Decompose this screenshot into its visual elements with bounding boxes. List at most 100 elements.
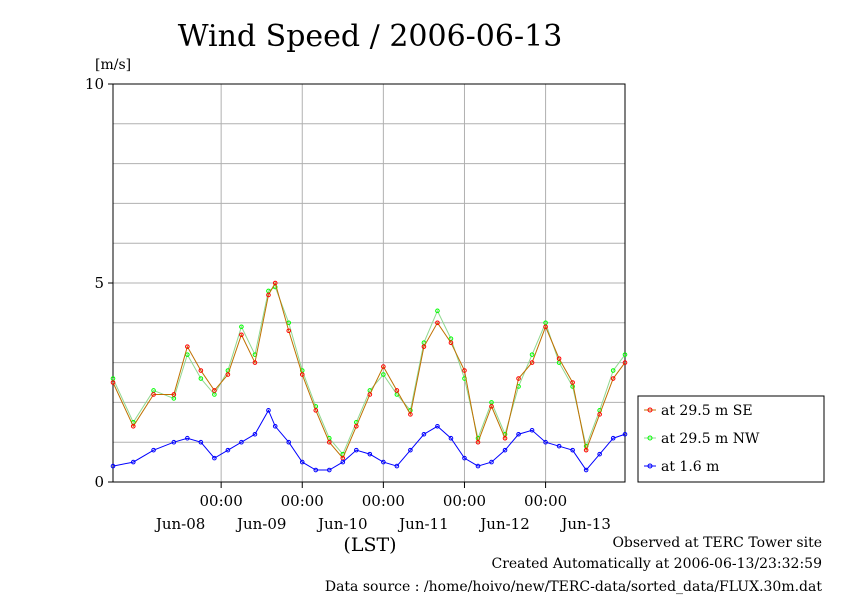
series-point xyxy=(367,451,373,457)
series-point xyxy=(556,356,562,361)
y-tick-label: 10 xyxy=(85,75,104,93)
series-point xyxy=(367,392,373,397)
series-point xyxy=(381,459,386,465)
series-point xyxy=(570,380,575,385)
series-point xyxy=(381,372,386,377)
series-point xyxy=(622,360,628,365)
series-point xyxy=(570,447,575,453)
series-point xyxy=(299,459,305,465)
series-point xyxy=(583,467,589,473)
series-point xyxy=(516,376,521,381)
series-point xyxy=(462,368,467,373)
y-axis-ticks: 0 5 10 xyxy=(85,75,113,491)
series-point xyxy=(597,451,602,457)
series-point xyxy=(198,376,204,381)
y-axis-unit: [m/s] xyxy=(95,57,131,73)
series-line xyxy=(112,286,626,456)
series-point xyxy=(272,280,278,286)
series-point xyxy=(556,443,562,449)
series-point xyxy=(475,439,481,445)
series-point xyxy=(326,467,332,473)
x-date-label: Jun-09 xyxy=(235,515,287,533)
series-point xyxy=(266,292,271,298)
series-point xyxy=(239,324,244,330)
series-point xyxy=(610,435,616,441)
series-point xyxy=(448,435,454,441)
x-time-tick-label: 00:00 xyxy=(362,492,405,510)
series-point xyxy=(529,427,535,433)
series-point xyxy=(529,360,535,365)
series-point xyxy=(313,467,319,473)
series-2 xyxy=(110,408,628,473)
y-tick-label: 0 xyxy=(94,473,104,491)
series-point xyxy=(212,455,217,461)
series-point xyxy=(266,408,271,413)
series-point xyxy=(421,431,427,437)
series-point xyxy=(340,459,346,465)
series-point xyxy=(489,459,494,465)
series-point xyxy=(408,412,413,417)
series-point xyxy=(130,423,136,429)
x-time-tick-label: 00:00 xyxy=(443,492,486,510)
series-point xyxy=(286,439,292,445)
series-point xyxy=(489,404,494,409)
series-point xyxy=(516,431,521,437)
series-1 xyxy=(110,284,628,457)
series-point xyxy=(462,455,467,461)
series-point xyxy=(502,447,508,453)
legend-label: at 1.6 m xyxy=(661,459,719,475)
footer-data-source: Data source : /home/hoivo/new/TERC-data/… xyxy=(324,579,822,595)
series-point xyxy=(252,431,258,437)
footer-observed: Observed at TERC Tower site xyxy=(612,535,822,551)
footer-created: Created Automatically at 2006-06-13/23:3… xyxy=(491,556,822,572)
series-point xyxy=(475,463,481,469)
series-point xyxy=(354,447,359,453)
series-point xyxy=(313,408,319,413)
series-point xyxy=(198,439,204,445)
series-point xyxy=(408,447,413,453)
series-point xyxy=(354,423,359,429)
series-point xyxy=(610,376,616,381)
series-point xyxy=(394,388,400,393)
series-point xyxy=(502,435,508,441)
x-date-label: Jun-11 xyxy=(397,515,449,533)
legend: at 29.5 m SE at 29.5 m NW at 1.6 m xyxy=(637,395,825,483)
series-line xyxy=(112,281,626,460)
series-point xyxy=(583,447,589,453)
series-point xyxy=(543,439,548,445)
series-point xyxy=(225,447,231,453)
series-point xyxy=(110,463,116,469)
series-point xyxy=(622,352,628,357)
series-point xyxy=(610,368,616,373)
series-point xyxy=(529,352,535,357)
legend-swatch-marker xyxy=(647,463,653,469)
series-point xyxy=(543,324,548,330)
legend-box xyxy=(637,395,825,483)
series-point xyxy=(252,360,258,365)
legend-label: at 29.5 m SE xyxy=(661,403,753,419)
series-point xyxy=(421,344,427,349)
series-layer xyxy=(110,280,628,473)
series-point xyxy=(225,372,231,377)
legend-swatch-marker xyxy=(647,407,653,413)
series-point xyxy=(212,388,217,393)
series-point xyxy=(597,412,602,417)
series-point xyxy=(622,431,628,437)
series-point xyxy=(299,372,305,377)
legend-label: at 29.5 m NW xyxy=(661,431,760,447)
series-point xyxy=(381,364,386,369)
series-point xyxy=(272,423,278,429)
series-point xyxy=(239,439,244,445)
series-point xyxy=(171,392,177,397)
chart-title: Wind Speed / 2006-06-13 xyxy=(178,19,563,54)
series-point xyxy=(239,332,244,338)
series-point xyxy=(151,447,156,453)
x-date-label: Jun-13 xyxy=(559,515,611,533)
series-point xyxy=(448,340,454,346)
x-date-label: Jun-10 xyxy=(316,515,368,533)
x-axis-title: (LST) xyxy=(343,534,396,556)
series-point xyxy=(151,392,156,397)
series-point xyxy=(171,439,177,445)
series-point xyxy=(394,463,400,469)
